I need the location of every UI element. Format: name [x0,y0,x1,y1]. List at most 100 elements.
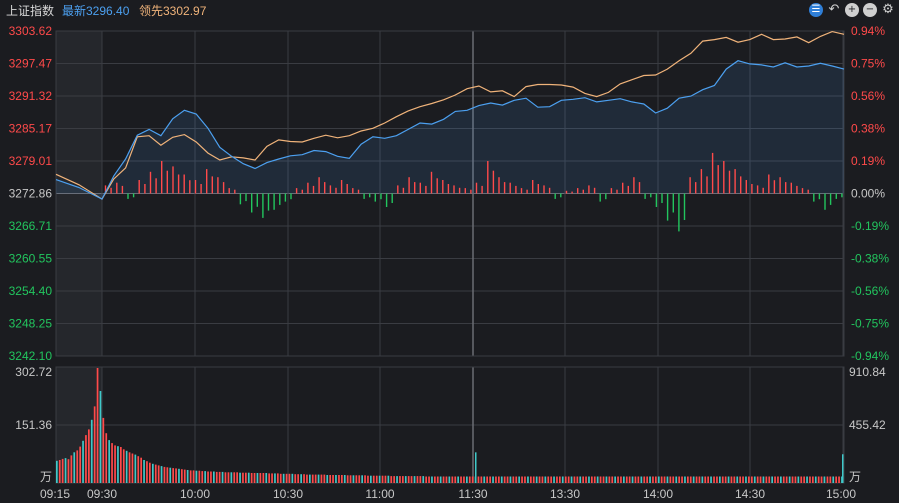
volume-bar [814,476,817,483]
volume-bar [483,476,486,483]
volume-bar [500,476,503,483]
volume-bar [390,476,393,483]
time-tick-label: 10:00 [180,487,210,501]
diff-bar [768,174,770,194]
volume-bar [556,476,558,483]
latest-area-fill [56,60,844,200]
diff-bar [312,185,315,194]
volume-bar [509,476,512,483]
volume-bar [259,473,262,483]
volume-bar [611,476,614,483]
volume-bar [759,476,762,483]
diff-bar [442,180,444,194]
volume-bar [524,476,526,483]
diff-bar [717,165,719,194]
settings-dial-icon[interactable]: ☰ [809,3,823,17]
price-tick-label: 3266.71 [9,219,53,233]
diff-bar [458,187,461,194]
volume-bar [242,472,244,483]
volume-bar [570,476,573,483]
percent-tick-label: 0.56% [851,89,885,103]
volume-bar [663,476,666,483]
volume-bar [782,476,785,483]
volume-bar [608,476,611,483]
volume-bar [745,476,747,483]
volume-bar [320,474,323,483]
volume-bar [67,459,70,483]
volume-bar [486,476,488,483]
volume-bar [733,476,736,483]
volume-bar [559,476,561,483]
volume-bar [250,473,253,483]
diff-bar [217,177,219,194]
latest-value: 3296.40 [86,4,130,18]
volume-bar [192,470,195,483]
volume-bar [186,470,189,483]
volume-bar [303,474,305,483]
percent-tick-label: 0.19% [851,154,885,168]
volume-bar [102,417,105,483]
diff-bar [723,161,725,194]
zoom-out-icon[interactable]: − [863,3,877,17]
diff-bar [689,177,691,194]
volume-bar [364,475,366,483]
volume-bar [669,476,672,483]
diff-bar [582,189,584,194]
volume-bar [785,476,788,483]
diff-bar [340,180,343,194]
diff-bar [610,188,613,194]
time-tick-label: 14:30 [735,487,765,501]
volume-bar [506,476,509,483]
price-tick-label: 3291.32 [9,89,53,103]
volume-bar [660,476,663,483]
diff-bar [706,176,708,194]
diff-bar [127,193,129,199]
volume-bar [378,475,381,483]
volume-bar [146,461,148,483]
diff-bar [318,177,320,194]
volume-bar [503,476,506,483]
volume-bar [215,471,218,483]
gear-icon[interactable]: ⚙ [882,2,894,17]
diff-bar [695,182,697,194]
axis-labels-layer: 3303.62 3297.47 3291.32 3285.17 3279.01 3272.… [9,24,890,501]
volume-bar [410,476,413,483]
volume-bar [765,476,768,483]
chart-grid [55,30,845,484]
percent-tick-label: 0.94% [851,24,885,38]
volume-bar [588,476,590,483]
diff-bar [622,182,624,194]
volume-bar [108,440,110,483]
diff-bar [661,193,663,203]
volume-bar [140,457,142,483]
volume-bar [247,472,250,483]
volume-bar [413,476,416,483]
diff-bar [273,193,275,210]
time-tick-label: 15:00 [826,487,856,501]
diff-bar [745,180,747,194]
price-tick-label: 3254.40 [9,284,53,298]
volume-bar [294,474,297,483]
volume-bar [122,449,125,483]
volume-bar [748,476,750,483]
volume-bar [160,466,163,483]
diff-bar [605,193,607,200]
zoom-in-icon[interactable]: + [845,3,859,17]
volume-bar [82,440,84,483]
diff-bar [436,178,438,194]
time-tick-label: 14:00 [643,487,673,501]
undo-icon[interactable]: ↶ [828,2,840,17]
volume-bar [724,476,727,483]
volume-bar [777,476,779,483]
volume-bar [436,476,439,483]
diff-bar [116,182,118,194]
volume-bar [201,471,204,483]
price-tick-label: 3279.01 [9,154,53,168]
volume-bar [521,476,523,483]
diff-bar [132,193,135,198]
volume-bar [730,476,733,483]
volume-bar [492,476,494,483]
price-area-layer [56,60,844,200]
volume-bar [489,476,491,483]
